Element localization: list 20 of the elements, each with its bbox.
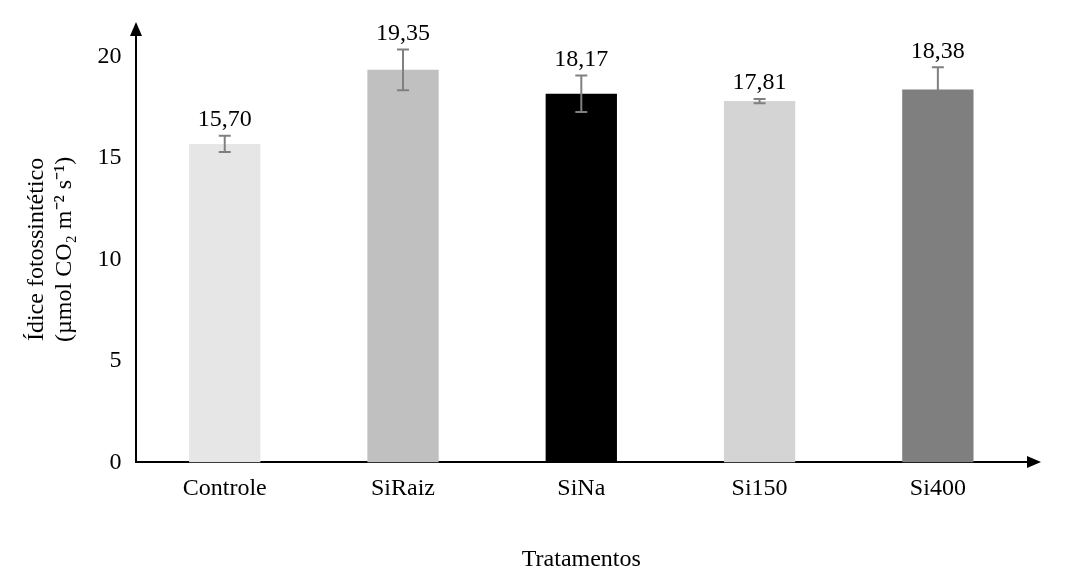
y-tick-label: 5 (109, 346, 122, 373)
x-axis-title: Tratamentos (521, 544, 641, 571)
data-label: 19,35 (376, 18, 431, 45)
data-label: 17,81 (732, 68, 787, 95)
data-label: 18,38 (910, 36, 965, 63)
y-tick-label: 0 (109, 447, 122, 474)
y-tick-label: 20 (97, 41, 122, 68)
x-tick-label: Si400 (909, 474, 966, 501)
data-label: 18,17 (554, 44, 609, 71)
y-axis-title: Ídice fotossintético (µmol CO₂ m⁻² s⁻¹) (21, 156, 77, 343)
bar (723, 101, 796, 463)
x-tick-label: SiRaiz (371, 474, 436, 501)
data-label: 15,70 (197, 105, 252, 132)
x-tick-label: SiNa (557, 474, 606, 501)
bar (189, 143, 261, 463)
x-tick-label: Controle (182, 474, 267, 501)
x-tick-label: Si150 (731, 474, 788, 501)
y-tick-label: 10 (97, 244, 122, 271)
bar (367, 69, 439, 463)
y-tick-label: 15 (97, 143, 122, 170)
